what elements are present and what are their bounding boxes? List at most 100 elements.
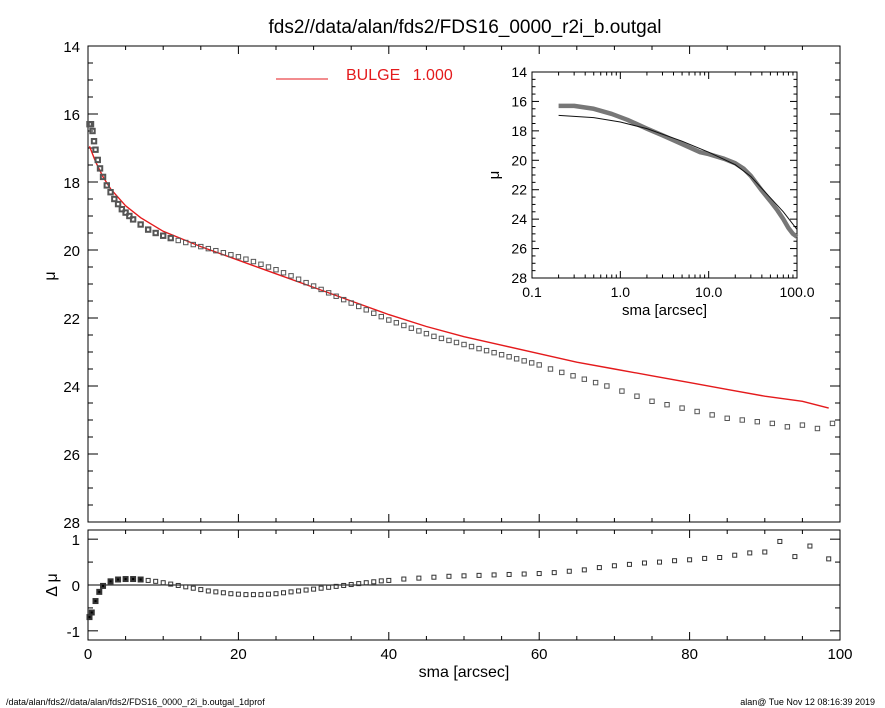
residual-point [96,588,103,595]
data-point [325,290,332,296]
main-y-tick-label: 20 [63,243,80,260]
residual-y-tick-label: -1 [67,624,80,641]
residual-point [581,567,587,573]
data-point [739,417,745,423]
residual-point [213,589,219,595]
data-point [340,296,347,303]
residual-point [122,576,129,583]
data-point [273,267,279,273]
residual-point [273,591,279,597]
data-point [213,247,219,254]
data-point [152,229,159,237]
residual-point [551,570,557,576]
residual-point [378,578,384,584]
chart-title: fds2//data/alan/fds2/FDS16_0000_r2i_b.ou… [269,17,662,38]
residual-point [115,576,122,583]
residual-point [611,563,617,569]
residual-point [281,590,287,596]
data-point [446,337,452,344]
residual-point [235,591,241,597]
inset-x-tick-label: 10.0 [695,284,722,300]
data-point [431,333,437,340]
residual-point [657,559,663,565]
data-point [89,127,96,135]
inset-y-tick-label: 16 [511,93,527,109]
inset-y-tick-label: 14 [511,64,527,80]
data-point [228,252,234,258]
data-point [303,279,309,286]
data-point [559,369,565,376]
residual-point [672,558,678,564]
data-point [581,376,588,382]
data-point [664,402,670,408]
data-point [649,398,655,405]
inset-frame [531,71,798,279]
data-point [90,138,98,145]
inset-x-tick-label: 0.1 [522,284,542,300]
data-point [288,273,294,279]
residual-point [536,571,542,577]
main-y-tick-label: 26 [63,447,80,464]
data-point [423,330,430,337]
data-point [243,256,249,262]
main-y-axis-label: μ [42,271,59,280]
residual-point [303,587,309,593]
residual-point [596,565,602,571]
residual-point [348,582,354,588]
legend-label-value: 1.000 [413,67,453,84]
residual-point [777,538,783,544]
inset-panel-series [558,103,799,239]
data-point [167,234,174,242]
residual-point [747,550,753,556]
inset-y-tick-label: 26 [511,241,527,257]
data-point [175,237,181,244]
residual-point [401,576,407,582]
data-point [103,182,110,189]
data-point [401,322,407,329]
data-point [205,245,212,252]
data-point [694,408,700,415]
data-point [198,243,204,250]
residual-point [220,590,226,596]
residual-y-axis-label: Δ μ [44,573,61,596]
residual-point [296,588,302,594]
residual-point [461,573,467,579]
legend-label-name: BULGE [346,67,400,84]
data-point [94,156,101,164]
residual-point [687,557,693,563]
data-point [348,300,354,306]
data-point [318,286,324,293]
data-point [784,424,791,430]
main-panel-series [86,121,836,432]
residual-point [198,587,204,593]
data-point [634,393,640,399]
data-point [371,310,377,316]
residual-x-tick-label: 20 [230,646,247,663]
data-point [111,195,118,203]
residual-point [86,614,93,621]
residual-point [205,588,211,594]
residual-point [168,581,174,587]
inset-model-line [558,114,798,230]
inset-data-band [558,103,799,239]
residual-point [100,582,107,589]
residual-point [807,543,813,549]
residual-point [792,554,798,560]
residual-point [566,568,572,574]
residual-y-tick-label: 1 [72,532,80,549]
data-point [126,212,133,220]
residual-point [265,591,271,597]
data-point [506,354,512,360]
data-point [295,276,302,282]
residual-point [826,556,832,562]
data-point [453,339,460,346]
main-y-tick-label: 16 [63,107,80,124]
data-point [528,360,535,366]
residual-point [333,583,339,589]
data-point [144,226,152,233]
residual-point [446,573,452,579]
data-point [438,335,445,342]
data-point [570,373,576,379]
data-point [393,320,400,326]
data-point [137,221,144,228]
